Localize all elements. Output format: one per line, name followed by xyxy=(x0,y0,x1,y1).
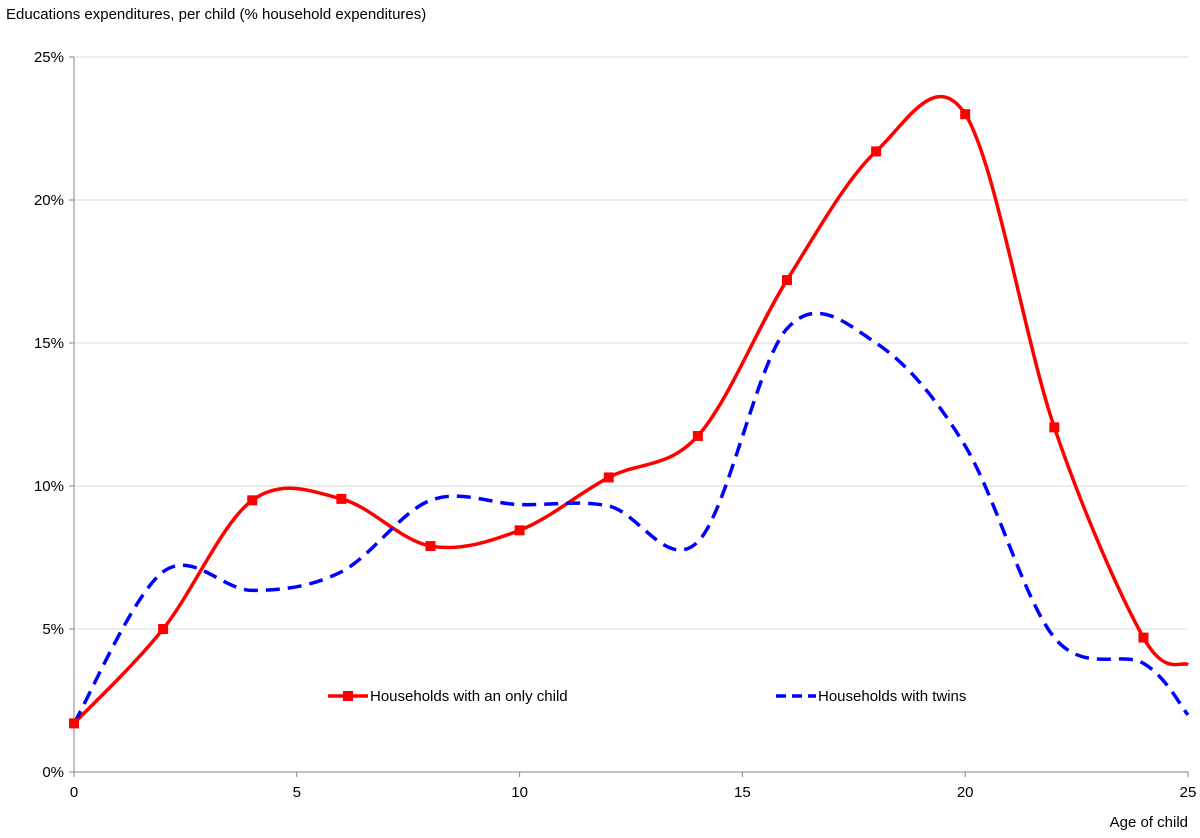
x-tick-label: 20 xyxy=(957,784,974,801)
x-tick-label: 15 xyxy=(734,784,751,801)
data-point-marker xyxy=(603,472,614,483)
data-point-marker xyxy=(69,718,79,729)
data-point-marker xyxy=(960,109,971,120)
data-point-marker xyxy=(336,493,347,504)
axes xyxy=(69,56,1189,777)
y-tick-label: 10% xyxy=(34,478,64,495)
legend-marker xyxy=(343,691,353,701)
data-point-marker xyxy=(1138,632,1149,643)
series-markers xyxy=(69,109,1149,729)
series-line-2 xyxy=(72,311,1190,725)
data-point-marker xyxy=(425,541,436,552)
data-point-marker xyxy=(514,525,525,536)
y-tick-label: 0% xyxy=(42,764,64,781)
data-point-marker xyxy=(781,275,792,286)
series-lines xyxy=(72,95,1190,725)
legend-label-1: Households with an only child xyxy=(370,688,568,705)
data-point-marker xyxy=(871,146,882,157)
legend: Households with an only child Households … xyxy=(328,688,966,705)
data-point-marker xyxy=(247,495,258,506)
y-tick-label: 25% xyxy=(34,49,64,66)
gridlines xyxy=(74,56,1188,630)
data-point-marker xyxy=(158,624,169,634)
y-tick-label: 20% xyxy=(34,192,64,209)
legend-label-2: Households with twins xyxy=(818,688,966,705)
data-point-marker xyxy=(1049,422,1060,433)
x-tick-label: 5 xyxy=(293,784,301,801)
x-tick-label: 25 xyxy=(1180,784,1197,801)
y-axis-title: Educations expenditures, per child (% ho… xyxy=(6,6,427,23)
y-tick-label: 5% xyxy=(42,621,64,638)
x-tick-label: 10 xyxy=(511,784,528,801)
data-point-marker xyxy=(692,430,703,441)
tick-labels: 0% 5% 10% 15% 20% 25% 0 5 10 15 20 25 Age of child xyxy=(34,49,1196,831)
series-line-1 xyxy=(72,95,1189,725)
x-tick-label: 0 xyxy=(70,784,78,801)
y-tick-label: 15% xyxy=(34,335,64,352)
x-axis-title: Age of child xyxy=(1110,814,1188,831)
